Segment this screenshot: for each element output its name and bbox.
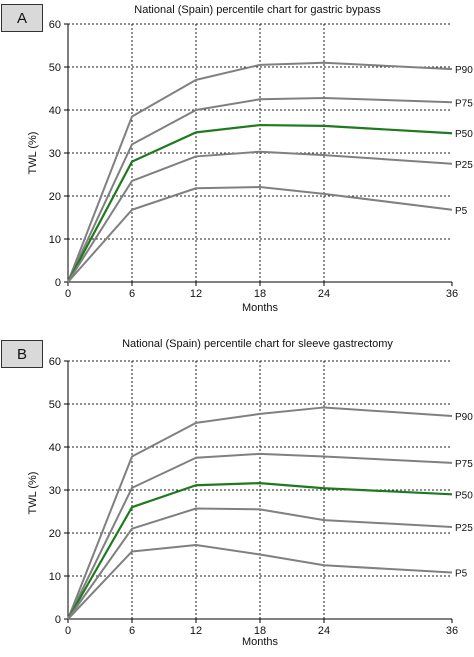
series-line-p5 bbox=[67, 185, 453, 283]
series-line-p75 bbox=[67, 452, 453, 620]
series-label-p50: P50 bbox=[455, 490, 473, 501]
x-tick-label: 12 bbox=[190, 288, 202, 300]
series-line-p50 bbox=[67, 123, 453, 283]
y-tick-label: 0 bbox=[55, 614, 61, 626]
y-tick-label: 30 bbox=[49, 485, 61, 497]
y-tick-label: 20 bbox=[49, 528, 61, 540]
x-tick-label: 12 bbox=[190, 625, 202, 637]
y-tick-label: 10 bbox=[49, 571, 61, 583]
x-tick-label: 0 bbox=[65, 288, 71, 300]
series-label-p25: P25 bbox=[455, 523, 473, 534]
series-label-p90: P90 bbox=[455, 65, 473, 76]
series-line-p90 bbox=[67, 406, 453, 620]
panel-label: A bbox=[1, 4, 43, 32]
x-axis-label: Months bbox=[241, 302, 279, 314]
series-line-p25 bbox=[67, 507, 453, 620]
series-label-p75: P75 bbox=[455, 459, 473, 470]
y-tick-label: 40 bbox=[49, 442, 61, 454]
x-tick-label: 36 bbox=[446, 288, 458, 300]
y-tick-label: 50 bbox=[49, 62, 61, 74]
series-label-p5: P5 bbox=[455, 569, 468, 580]
y-tick-label: 60 bbox=[49, 356, 61, 368]
x-tick-label: 18 bbox=[254, 625, 266, 637]
y-tick-label: 50 bbox=[49, 399, 61, 411]
x-tick-label: 24 bbox=[318, 288, 330, 300]
y-tick-label: 20 bbox=[49, 191, 61, 203]
series-line-p90 bbox=[67, 61, 453, 283]
x-axis-label: Months bbox=[241, 636, 279, 648]
y-tick-label: 40 bbox=[49, 105, 61, 117]
series-label-p25: P25 bbox=[455, 160, 473, 171]
series-line-p25 bbox=[67, 150, 453, 283]
series-line-p5 bbox=[67, 544, 453, 620]
x-tick-label: 0 bbox=[65, 625, 71, 637]
series-label-p50: P50 bbox=[455, 129, 473, 140]
chart-title: National (Spain) percentile chart for ga… bbox=[134, 4, 381, 16]
panel-a: A National (Spain) percentile chart for … bbox=[0, 0, 474, 325]
y-tick-label: 0 bbox=[55, 277, 61, 289]
series-label-p5: P5 bbox=[455, 206, 468, 217]
series-line-p75 bbox=[67, 96, 453, 283]
panel-label: B bbox=[1, 340, 43, 368]
y-tick-label: 10 bbox=[49, 234, 61, 246]
panel-b: B National (Spain) percentile chart for … bbox=[0, 332, 474, 657]
x-tick-label: 18 bbox=[254, 288, 266, 300]
x-tick-label: 6 bbox=[129, 625, 135, 637]
chart-svg-b: 0 10 20 30 40 50 60 0 6 12 18 24 36 P90 P75 P50 P25 P5 bbox=[49, 356, 473, 637]
y-tick-label: 60 bbox=[49, 19, 61, 31]
x-tick-label: 24 bbox=[318, 625, 330, 637]
series-label-p90: P90 bbox=[455, 412, 473, 423]
y-tick-label: 30 bbox=[49, 148, 61, 160]
x-tick-label: 36 bbox=[446, 625, 458, 637]
series-label-p75: P75 bbox=[455, 98, 473, 109]
chart-title: National (Spain) percentile chart for sl… bbox=[122, 338, 393, 350]
x-tick-label: 6 bbox=[129, 288, 135, 300]
series-line-p50 bbox=[67, 482, 453, 620]
chart-svg-a: 0 10 20 30 40 50 60 0 6 12 18 24 36 P90 P75 P50 P25 P5 bbox=[49, 19, 473, 300]
